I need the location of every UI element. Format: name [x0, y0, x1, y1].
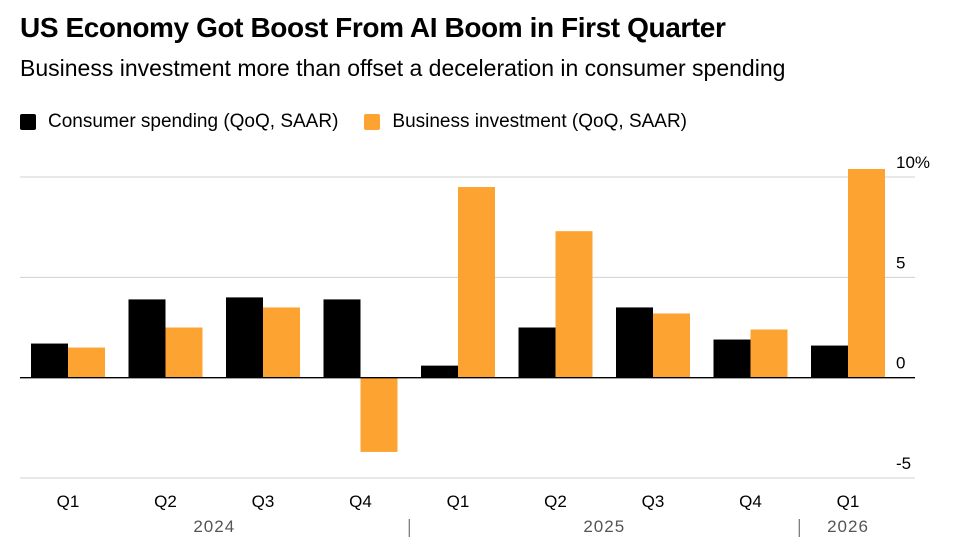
y-tick-label: -5: [896, 454, 911, 473]
bar-business: [750, 329, 788, 378]
y-tick-label: 0: [896, 354, 905, 373]
bar-consumer: [518, 327, 556, 378]
legend-swatch-business: [364, 114, 381, 130]
bar-consumer: [421, 365, 458, 378]
x-tick-label: Q4: [349, 492, 372, 511]
bar-consumer: [713, 339, 751, 378]
x-tick-label: Q1: [57, 492, 80, 511]
bar-business: [263, 307, 300, 378]
x-tick-label: Q3: [642, 492, 665, 511]
legend-label-business: Business investment (QoQ, SAAR): [392, 111, 688, 132]
bar-consumer: [31, 343, 68, 378]
x-tick-label: Q4: [739, 492, 762, 511]
legend-swatch-consumer: [20, 114, 36, 130]
bar-business: [68, 347, 105, 378]
x-year-label: 2026: [827, 517, 869, 536]
chart-subtitle: Business investment more than offset a d…: [20, 55, 786, 81]
x-tick-label: Q2: [154, 492, 177, 511]
legend-label-consumer: Consumer spending (QoQ, SAAR): [48, 111, 339, 132]
y-tick-label: 10%: [896, 153, 930, 172]
label-layer: 10% 5 0 -5 Q1 Q2 Q3 Q4 Q1 Q2 Q3 Q4 Q1 2024 2025 2026: [57, 153, 930, 536]
legend-item-business: Business investment (QoQ, SAAR): [364, 111, 687, 133]
chart-title: US Economy Got Boost From AI Boom in Fir…: [20, 12, 726, 43]
y-tick-label: 5: [896, 253, 905, 272]
bar-business: [165, 327, 203, 378]
bar-consumer: [616, 307, 653, 378]
x-tick-label: Q2: [544, 492, 567, 511]
x-tick-label: Q1: [837, 492, 860, 511]
bar-consumer: [811, 345, 848, 378]
bar-consumer: [128, 299, 166, 378]
x-tick-label: Q1: [447, 492, 470, 511]
bar-consumer: [323, 299, 361, 378]
x-year-label: 2025: [583, 517, 625, 536]
bar-business: [555, 231, 593, 378]
legend: Consumer spending (QoQ, SAAR) Business i…: [20, 111, 713, 133]
bar-business: [360, 377, 398, 452]
x-tick-label: Q3: [252, 492, 275, 511]
bar-business: [458, 187, 495, 378]
bar-layer: [31, 168, 885, 452]
bar-business: [848, 168, 885, 378]
axis-layer: [20, 377, 915, 537]
x-year-label: 2024: [193, 517, 235, 536]
legend-item-consumer: Consumer spending (QoQ, SAAR): [20, 111, 338, 133]
bar-business: [653, 313, 690, 378]
bar-consumer: [226, 297, 263, 378]
